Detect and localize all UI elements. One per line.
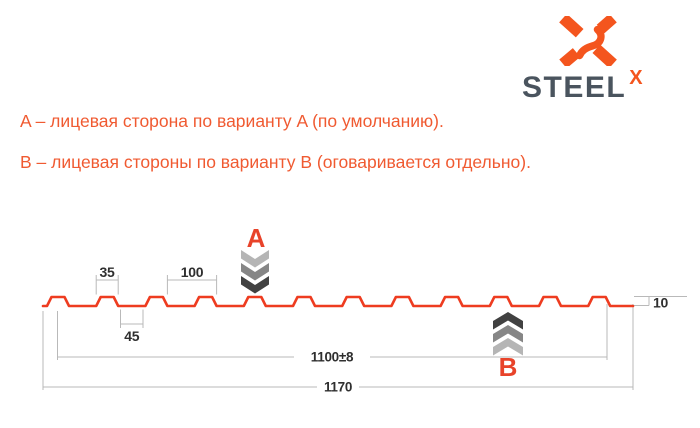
dim-crest-top-label: 35 bbox=[100, 264, 115, 280]
brand-name-text: STEEL bbox=[522, 71, 627, 104]
dim-height-label: 10 bbox=[653, 295, 668, 311]
brand-logo: STEEL X bbox=[520, 16, 695, 105]
brand-name: STEEL X bbox=[520, 67, 695, 105]
marker-b: B bbox=[493, 312, 523, 382]
dimension-lines bbox=[42, 275, 687, 390]
marker-a-chevrons-down-icon bbox=[241, 250, 269, 294]
steelx-x-icon bbox=[559, 16, 617, 66]
dim-valley-label: 45 bbox=[124, 328, 139, 344]
marker-b-letter: B bbox=[499, 352, 518, 382]
brand-name-sup: X bbox=[629, 67, 643, 89]
marker-a-letter: A bbox=[247, 223, 266, 253]
sheet-profile-line bbox=[41, 295, 635, 308]
dim-working-width-label: 1100±8 bbox=[311, 350, 354, 365]
variant-notes: A – лицевая сторона по варианту A (по ум… bbox=[20, 112, 580, 172]
marker-b-chevrons-up-icon bbox=[493, 312, 523, 356]
dim-overall-width-label: 1170 bbox=[324, 380, 352, 395]
marker-a: A bbox=[241, 223, 269, 294]
note-variant-a: A – лицевая сторона по варианту A (по ум… bbox=[20, 111, 444, 131]
dim-pitch-label: 100 bbox=[181, 264, 204, 280]
note-variant-b: B – лицевая стороны по варианту B (огова… bbox=[20, 152, 531, 172]
